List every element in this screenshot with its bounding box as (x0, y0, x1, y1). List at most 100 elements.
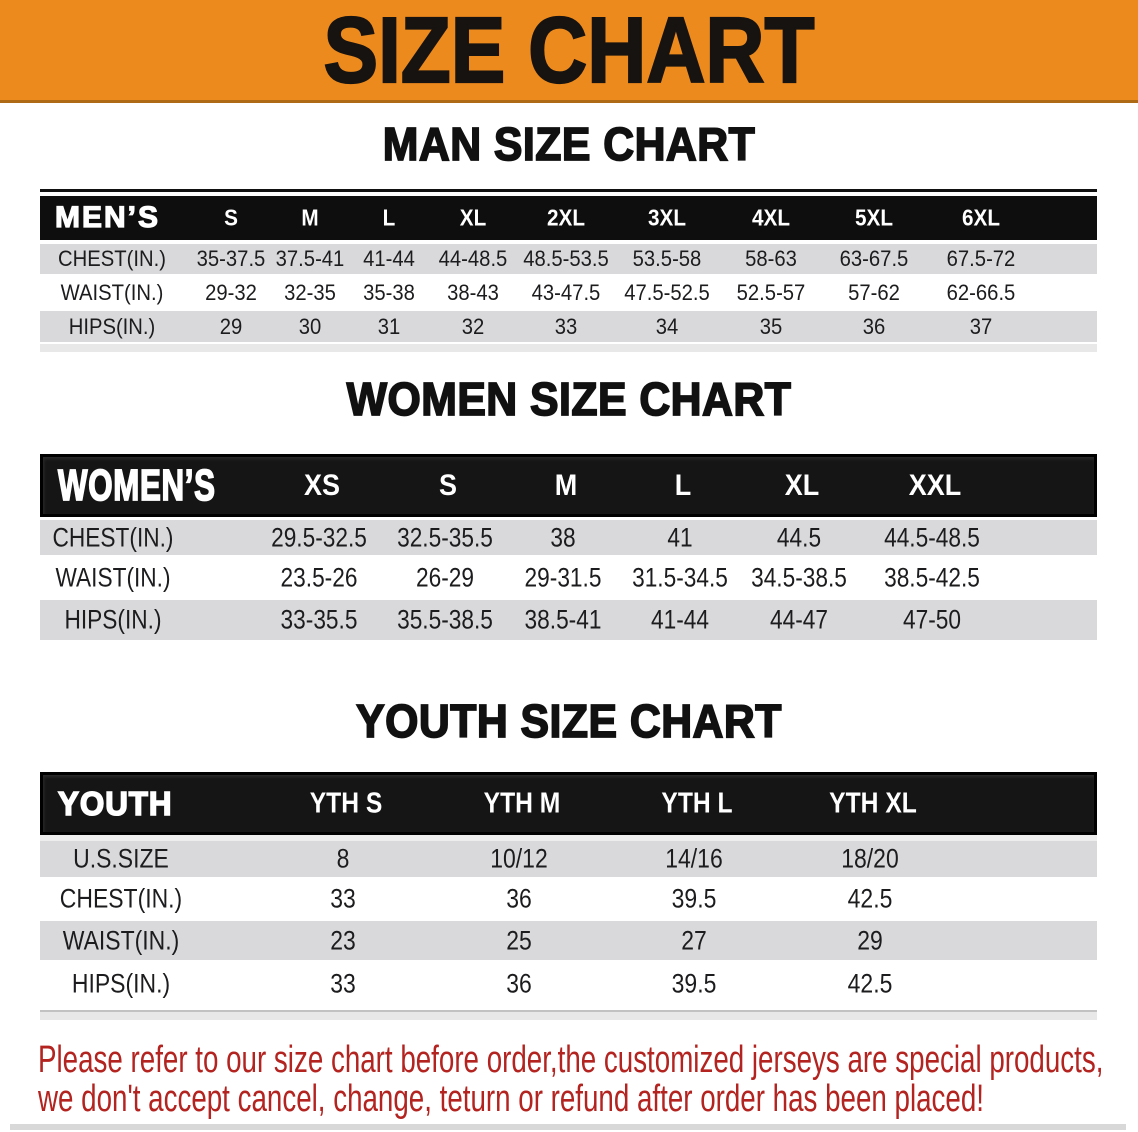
size-cell: 62-66.5 (946, 279, 1016, 305)
size-cell: 47.5-52.5 (624, 279, 710, 305)
size-cell: 26-29 (415, 562, 475, 592)
women-table-header-label: WOMEN’S (57, 460, 216, 511)
size-cell: 36 (862, 313, 886, 339)
size-cell: 33 (330, 883, 356, 914)
size-cell: 35-37.5 (196, 246, 266, 271)
page-title: SIZE CHART (323, 0, 816, 102)
column-header: 4XL (752, 204, 790, 231)
table-row: HIPS(IN.) 33-35.5 35.5-38.5 38.5-41 41-4… (40, 600, 1097, 640)
size-cell: 23 (330, 925, 356, 955)
size-cell: 33 (330, 968, 356, 999)
table-row: CHEST(IN.) 33 36 39.5 42.5 (40, 877, 1097, 921)
men-table-topline (40, 189, 1097, 192)
size-cell: 38 (550, 522, 576, 552)
column-header: 2XL (547, 204, 585, 231)
row-label: HIPS(IN.) (71, 968, 171, 999)
size-cell: 58-63 (745, 246, 797, 271)
youth-section-title: YOUTH SIZE CHART (355, 695, 782, 747)
size-cell: 36 (506, 883, 532, 914)
column-header: XL (459, 204, 487, 231)
size-cell: 32-35 (284, 279, 336, 305)
size-cell: 18/20 (841, 843, 899, 874)
size-cell: 38.5-42.5 (884, 562, 980, 592)
size-cell: 33-35.5 (280, 604, 358, 635)
size-cell: 44-47 (769, 604, 829, 635)
column-header: M (554, 468, 578, 502)
size-cell: 35-38 (363, 279, 415, 305)
size-cell: 41-44 (650, 604, 710, 635)
banner: SIZE CHART (0, 0, 1138, 103)
size-cell: 35.5-38.5 (397, 604, 493, 635)
size-cell: 31 (377, 313, 401, 339)
size-cell: 31.5-34.5 (632, 562, 728, 592)
size-cell: 29.5-32.5 (271, 522, 367, 552)
column-header: XXL (908, 468, 962, 502)
column-header: L (382, 204, 396, 231)
table-row: U.S.SIZE 8 10/12 14/16 18/20 (40, 841, 1097, 877)
table-row: HIPS(IN.) 33 36 39.5 42.5 (40, 960, 1097, 1008)
size-cell: 38-43 (447, 279, 499, 305)
size-cell: 39.5 (671, 968, 717, 999)
size-cell: 44-48.5 (438, 246, 508, 271)
column-header: 3XL (648, 204, 686, 231)
column-header: YTH XL (829, 787, 917, 819)
column-header: XL (784, 468, 820, 502)
youth-table-header-shadow (40, 835, 1097, 841)
column-header: YTH L (661, 787, 733, 819)
youth-table-bottom-strip (40, 1012, 1097, 1020)
size-cell: 29-31.5 (524, 562, 602, 592)
size-cell: 37 (969, 313, 993, 339)
youth-table-bottom-line (40, 1010, 1097, 1012)
youth-table-header: YOUTH YTH S YTH M YTH L YTH XL (40, 772, 1097, 835)
size-cell: 14/16 (665, 843, 723, 874)
column-header: XS (303, 468, 341, 502)
size-cell: 39.5 (671, 883, 717, 914)
size-cell: 35 (759, 313, 783, 339)
column-header: YTH M (483, 787, 561, 819)
size-cell: 42.5 (847, 968, 893, 999)
size-cell: 27 (681, 925, 707, 955)
men-table-header: MEN’S S M L XL 2XL 3XL 4XL 5XL 6XL (40, 196, 1097, 240)
column-header: M (301, 204, 319, 231)
size-cell: 34.5-38.5 (751, 562, 847, 592)
size-cell: 32.5-35.5 (397, 522, 493, 552)
size-cell: 32 (461, 313, 485, 339)
size-cell: 29 (857, 925, 883, 955)
size-cell: 29 (219, 313, 243, 339)
row-label: WAIST(IN.) (55, 562, 171, 592)
size-cell: 47-50 (902, 604, 962, 635)
row-label: HIPS(IN.) (64, 604, 162, 635)
size-cell: 44.5 (776, 522, 822, 552)
size-cell: 29-32 (205, 279, 257, 305)
size-cell: 43-47.5 (531, 279, 601, 305)
size-cell: 10/12 (490, 843, 548, 874)
men-section-title: MAN SIZE CHART (382, 118, 756, 170)
size-cell: 41 (667, 522, 693, 552)
size-cell: 38.5-41 (524, 604, 602, 635)
size-cell: 34 (655, 313, 679, 339)
size-cell: 23.5-26 (280, 562, 358, 592)
size-cell: 52.5-57 (736, 279, 806, 305)
size-cell: 33 (554, 313, 578, 339)
row-label: CHEST(IN.) (59, 883, 183, 914)
notice-line-2: we don't accept cancel, change, teturn o… (38, 1078, 984, 1120)
table-row: CHEST(IN.) 35-37.5 37.5-41 41-44 44-48.5… (40, 244, 1097, 274)
column-header: S (224, 204, 238, 231)
row-label: WAIST(IN.) (62, 925, 180, 955)
size-cell: 25 (506, 925, 532, 955)
size-cell: 67.5-72 (946, 246, 1016, 271)
size-cell: 41-44 (363, 246, 415, 271)
size-cell: 30 (298, 313, 322, 339)
row-label: CHEST(IN.) (58, 246, 166, 271)
column-header: 5XL (855, 204, 893, 231)
size-cell: 48.5-53.5 (523, 246, 609, 271)
size-cell: 63-67.5 (839, 246, 909, 271)
size-cell: 42.5 (847, 883, 893, 914)
table-row: WAIST(IN.) 23 25 27 29 (40, 921, 1097, 960)
row-label: WAIST(IN.) (60, 279, 164, 305)
women-section-title: WOMEN SIZE CHART (346, 373, 792, 425)
column-header: L (674, 468, 692, 502)
row-label: U.S.SIZE (73, 843, 169, 874)
size-cell: 57-62 (848, 279, 900, 305)
